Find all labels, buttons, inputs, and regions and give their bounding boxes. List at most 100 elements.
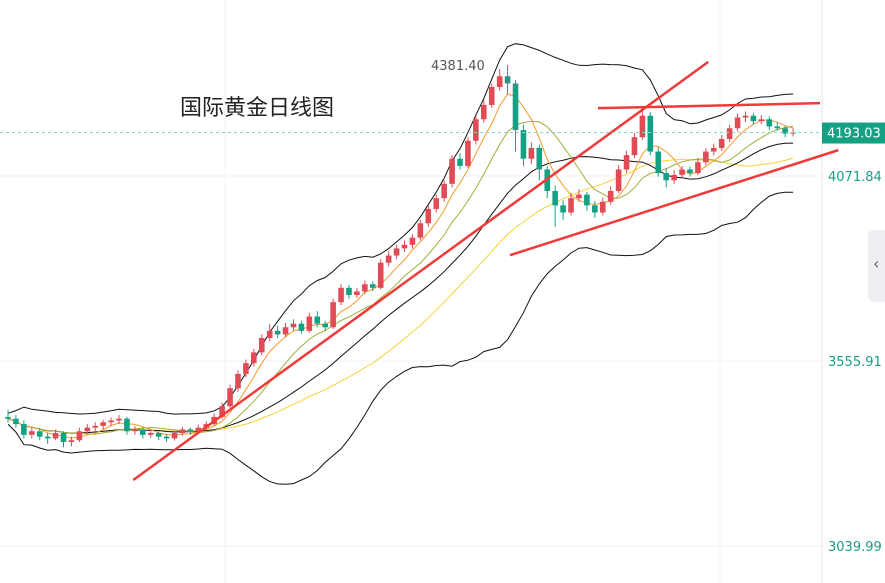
candle-body <box>60 433 67 443</box>
candle-body <box>782 128 788 134</box>
candle-body <box>718 139 725 148</box>
candle-body <box>147 433 154 435</box>
candle-body <box>140 429 146 435</box>
candle-body <box>465 140 471 166</box>
candle-body <box>441 183 447 199</box>
candle-body <box>607 191 614 202</box>
candle-body <box>116 418 122 421</box>
candle-body <box>560 205 566 213</box>
candle-body <box>568 198 574 213</box>
candle-body <box>369 284 376 288</box>
candle-body <box>195 427 202 432</box>
candle-body <box>552 191 558 206</box>
candle-body <box>734 117 741 129</box>
candle-body <box>417 223 424 238</box>
candle-body <box>520 130 527 159</box>
trendline <box>597 101 821 110</box>
current-price-badge <box>822 122 885 144</box>
chevron-left-icon: ‹ <box>873 254 880 273</box>
candle-body <box>187 429 194 432</box>
candle-body <box>742 115 749 118</box>
candle-body <box>266 330 273 339</box>
current-price-label: 4193.03 <box>827 127 881 142</box>
candle-body <box>338 287 344 303</box>
candle-body <box>68 440 75 443</box>
candle-body <box>496 76 503 88</box>
candle-body <box>528 147 535 159</box>
candle-body <box>536 147 543 170</box>
candle-body <box>100 422 106 426</box>
candle-body <box>179 429 186 434</box>
candle-body <box>703 151 709 163</box>
candle-body <box>750 115 757 122</box>
candle-body <box>774 126 781 129</box>
candle-body <box>306 316 313 331</box>
candle-body <box>84 427 91 432</box>
candle-body <box>322 323 328 328</box>
candle-body <box>251 352 257 364</box>
ma-long-line <box>7 157 794 434</box>
candle-body <box>385 255 392 263</box>
candle-body <box>52 433 59 439</box>
candle-body <box>377 262 384 288</box>
candle-body <box>576 194 582 199</box>
candle-body <box>282 327 289 335</box>
candle-body <box>639 115 646 138</box>
y-tick-label: 3555.91 <box>828 355 882 370</box>
candle-body <box>76 431 83 441</box>
candle-body <box>599 201 606 213</box>
candle-body <box>108 420 114 423</box>
candle-body <box>457 158 463 166</box>
candle-body <box>671 174 677 181</box>
candle-body <box>28 431 35 435</box>
candle-body <box>298 323 305 331</box>
candle-body <box>314 316 321 324</box>
candle-body <box>663 173 669 181</box>
y-tick-label: 4071.84 <box>828 170 882 185</box>
candle-body <box>13 418 19 425</box>
trendline <box>132 60 709 482</box>
candle-body <box>512 83 519 131</box>
candle-body <box>473 119 479 141</box>
candle-body <box>163 436 170 439</box>
candle-body <box>155 433 162 437</box>
candle-body <box>488 87 495 105</box>
ma-short-line <box>7 93 794 439</box>
candle-body <box>219 406 225 417</box>
candle-body <box>592 205 598 213</box>
max-price-label: 4381.40 <box>431 59 485 74</box>
candle-body <box>790 132 796 134</box>
candle-body <box>258 338 265 353</box>
candle-body <box>132 429 138 432</box>
candle-body <box>227 388 233 407</box>
candle-body <box>393 248 400 256</box>
candle-body <box>44 436 51 439</box>
candle-body <box>631 137 638 156</box>
candle-body <box>401 244 408 249</box>
candle-body <box>274 330 281 335</box>
collapse-panel-button[interactable]: ‹ <box>868 230 885 302</box>
candle-body <box>171 433 178 439</box>
candle-body <box>584 194 590 206</box>
candle-body <box>726 128 733 140</box>
candle-body <box>695 162 701 174</box>
candle-body <box>409 237 416 245</box>
candle-body <box>330 302 336 328</box>
candle-body <box>687 169 693 174</box>
candle-body <box>433 198 440 209</box>
chart-title: 国际黄金日线图 <box>180 96 335 121</box>
candle-body <box>425 208 432 224</box>
candle-body <box>36 431 43 437</box>
candle-body <box>21 424 27 435</box>
ma-mid-line <box>7 120 794 435</box>
candle-body <box>346 287 352 295</box>
bollinger-upper-line <box>7 43 794 415</box>
candle-body <box>354 291 360 295</box>
candle-body <box>758 119 765 122</box>
candle-body <box>290 323 297 328</box>
candle-body <box>481 104 487 120</box>
candle-body <box>766 119 773 127</box>
candle-body <box>623 155 630 170</box>
candle-body <box>5 416 11 419</box>
